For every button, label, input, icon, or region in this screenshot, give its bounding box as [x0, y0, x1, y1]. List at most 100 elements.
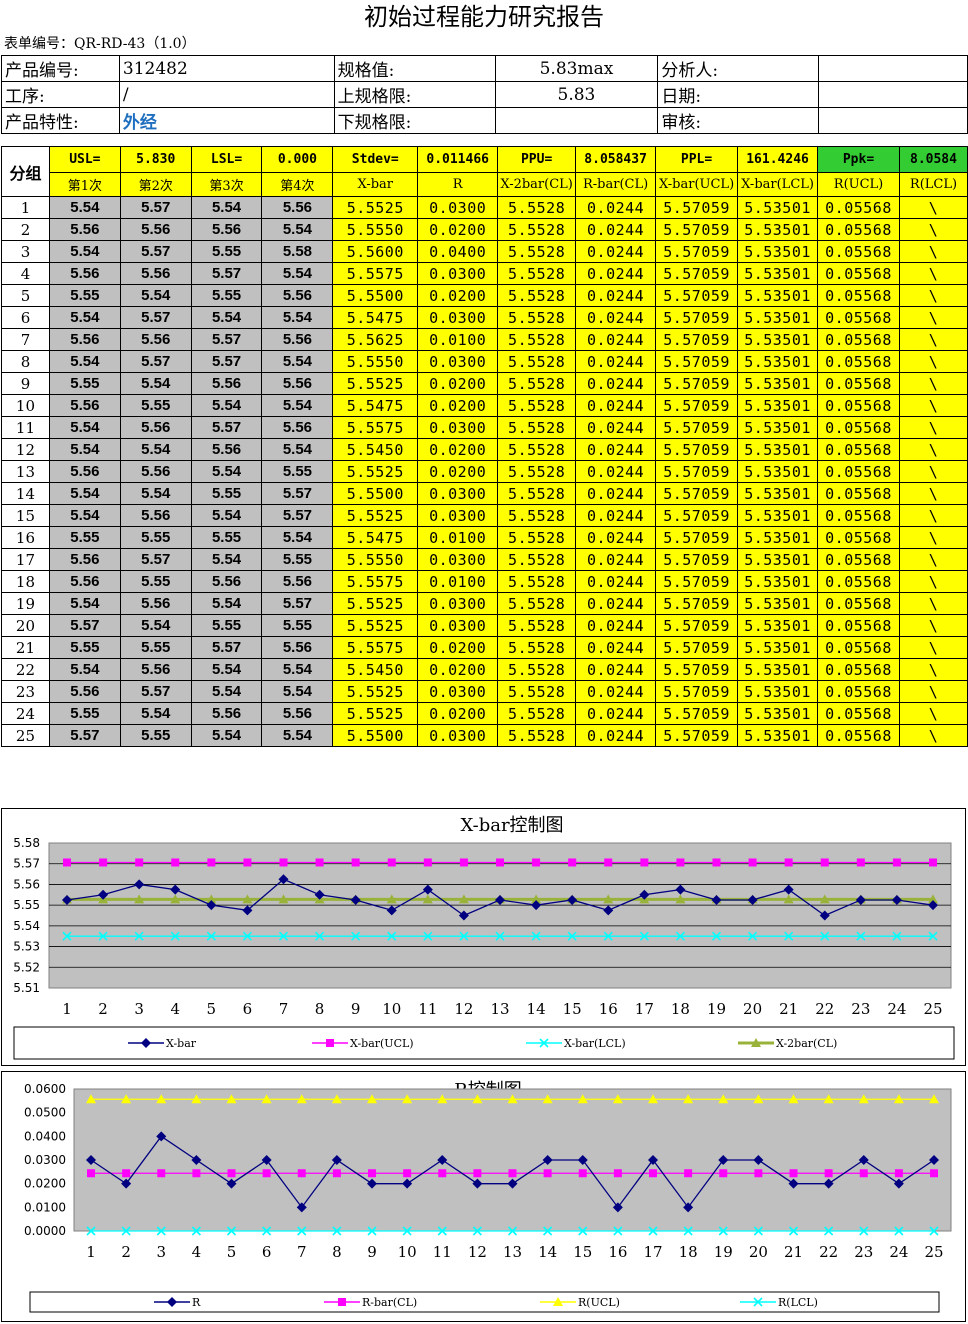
sample-cell[interactable]: 5.54: [261, 724, 334, 747]
sample-cell[interactable]: 5.54: [261, 438, 334, 461]
sample-cell[interactable]: 5.55: [261, 460, 334, 483]
sample-cell[interactable]: 5.56: [261, 636, 334, 659]
sample-cell[interactable]: 5.54: [190, 504, 263, 527]
sample-cell[interactable]: 5.56: [190, 702, 263, 725]
sample-cell[interactable]: 5.57: [190, 350, 263, 373]
sample-cell[interactable]: 5.56: [48, 262, 121, 285]
sample-cell[interactable]: 5.55: [190, 526, 263, 549]
sample-cell[interactable]: 5.57: [119, 306, 192, 329]
sample-cell[interactable]: 5.54: [190, 548, 263, 571]
sample-cell[interactable]: 5.57: [190, 416, 263, 439]
sample-cell[interactable]: 5.56: [119, 416, 192, 439]
sample-cell[interactable]: 5.54: [48, 592, 121, 615]
sample-cell[interactable]: 5.54: [119, 284, 192, 307]
sample-cell[interactable]: 5.54: [119, 372, 192, 395]
sample-cell[interactable]: 5.57: [48, 614, 121, 637]
sample-cell[interactable]: 5.55: [48, 372, 121, 395]
sample-cell[interactable]: 5.56: [119, 658, 192, 681]
analyst-value[interactable]: [818, 55, 968, 82]
sample-cell[interactable]: 5.54: [48, 196, 121, 219]
sample-cell[interactable]: 5.57: [261, 482, 334, 505]
sample-cell[interactable]: 5.56: [261, 196, 334, 219]
sample-cell[interactable]: 5.56: [48, 680, 121, 703]
sample-cell[interactable]: 5.56: [261, 416, 334, 439]
sample-cell[interactable]: 5.54: [48, 416, 121, 439]
sample-cell[interactable]: 5.56: [190, 570, 263, 593]
sample-cell[interactable]: 5.56: [119, 592, 192, 615]
sample-cell[interactable]: 5.56: [119, 504, 192, 527]
sample-cell[interactable]: 5.56: [48, 548, 121, 571]
sample-cell[interactable]: 5.54: [190, 592, 263, 615]
sample-cell[interactable]: 5.57: [190, 262, 263, 285]
sample-cell[interactable]: 5.56: [119, 262, 192, 285]
review-value[interactable]: [818, 107, 968, 134]
sample-cell[interactable]: 5.54: [190, 460, 263, 483]
sample-cell[interactable]: 5.54: [48, 504, 121, 527]
sample-cell[interactable]: 5.57: [190, 328, 263, 351]
sample-cell[interactable]: 5.56: [261, 372, 334, 395]
sample-cell[interactable]: 5.56: [190, 218, 263, 241]
sample-cell[interactable]: 5.57: [119, 240, 192, 263]
lsl-value[interactable]: [494, 107, 659, 134]
sample-cell[interactable]: 5.56: [190, 438, 263, 461]
sample-cell[interactable]: 5.55: [261, 548, 334, 571]
sample-cell[interactable]: 5.56: [48, 328, 121, 351]
sample-cell[interactable]: 5.55: [261, 614, 334, 637]
sample-cell[interactable]: 5.56: [119, 218, 192, 241]
sample-cell[interactable]: 5.57: [261, 504, 334, 527]
sample-cell[interactable]: 5.55: [48, 526, 121, 549]
sample-cell[interactable]: 5.57: [48, 724, 121, 747]
sample-cell[interactable]: 5.55: [190, 284, 263, 307]
sample-cell[interactable]: 5.55: [48, 284, 121, 307]
sample-cell[interactable]: 5.54: [190, 658, 263, 681]
sample-cell[interactable]: 5.54: [261, 262, 334, 285]
sample-cell[interactable]: 5.54: [261, 394, 334, 417]
sample-cell[interactable]: 5.57: [119, 350, 192, 373]
sample-cell[interactable]: 5.54: [48, 482, 121, 505]
sample-cell[interactable]: 5.57: [119, 680, 192, 703]
sample-cell[interactable]: 5.55: [119, 636, 192, 659]
sample-cell[interactable]: 5.54: [48, 350, 121, 373]
sample-cell[interactable]: 5.55: [119, 394, 192, 417]
sample-cell[interactable]: 5.55: [190, 614, 263, 637]
sample-cell[interactable]: 5.54: [190, 724, 263, 747]
spec-value[interactable]: 5.83max: [494, 55, 659, 82]
sample-cell[interactable]: 5.56: [48, 460, 121, 483]
sample-cell[interactable]: 5.56: [261, 284, 334, 307]
sample-cell[interactable]: 5.54: [48, 306, 121, 329]
sample-cell[interactable]: 5.56: [261, 570, 334, 593]
sample-cell[interactable]: 5.55: [119, 724, 192, 747]
sample-cell[interactable]: 5.57: [119, 548, 192, 571]
sample-cell[interactable]: 5.57: [261, 592, 334, 615]
sample-cell[interactable]: 5.54: [119, 702, 192, 725]
sample-cell[interactable]: 5.54: [48, 240, 121, 263]
sample-cell[interactable]: 5.54: [190, 196, 263, 219]
sample-cell[interactable]: 5.54: [261, 306, 334, 329]
sample-cell[interactable]: 5.55: [190, 482, 263, 505]
sample-cell[interactable]: 5.54: [119, 438, 192, 461]
sample-cell[interactable]: 5.56: [48, 218, 121, 241]
sample-cell[interactable]: 5.55: [190, 240, 263, 263]
sample-cell[interactable]: 5.54: [119, 482, 192, 505]
sample-cell[interactable]: 5.54: [261, 526, 334, 549]
sample-cell[interactable]: 5.54: [119, 614, 192, 637]
sample-cell[interactable]: 5.56: [261, 702, 334, 725]
sample-cell[interactable]: 5.56: [119, 460, 192, 483]
sample-cell[interactable]: 5.56: [119, 328, 192, 351]
process-value[interactable]: /: [118, 81, 335, 108]
sample-cell[interactable]: 5.54: [48, 438, 121, 461]
sample-cell[interactable]: 5.54: [261, 658, 334, 681]
sample-cell[interactable]: 5.54: [48, 658, 121, 681]
product-no-value[interactable]: 312482: [118, 55, 335, 82]
sample-cell[interactable]: 5.54: [261, 350, 334, 373]
sample-cell[interactable]: 5.57: [119, 196, 192, 219]
sample-cell[interactable]: 5.55: [48, 702, 121, 725]
sample-cell[interactable]: 5.54: [261, 680, 334, 703]
sample-cell[interactable]: 5.56: [48, 570, 121, 593]
sample-cell[interactable]: 5.55: [119, 526, 192, 549]
sample-cell[interactable]: 5.54: [190, 306, 263, 329]
sample-cell[interactable]: 5.58: [261, 240, 334, 263]
sample-cell[interactable]: 5.56: [261, 328, 334, 351]
sample-cell[interactable]: 5.55: [119, 570, 192, 593]
sample-cell[interactable]: 5.54: [261, 218, 334, 241]
